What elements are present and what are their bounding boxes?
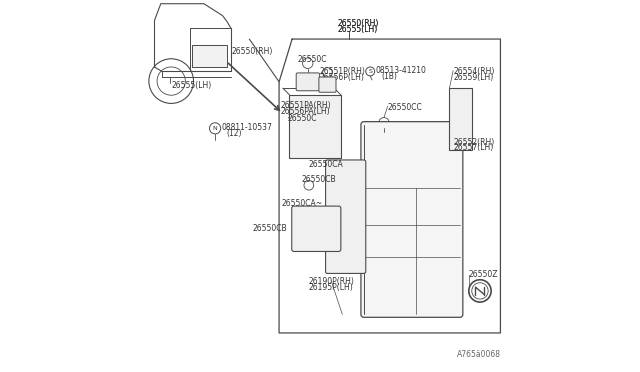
Text: 26195P(LH): 26195P(LH) <box>308 283 353 292</box>
Text: 08811-10537: 08811-10537 <box>221 123 272 132</box>
Text: 26550CA: 26550CA <box>308 160 343 169</box>
Text: (1B): (1B) <box>381 72 397 81</box>
Text: 26556PA(LH): 26556PA(LH) <box>280 107 330 116</box>
Text: 08513-41210: 08513-41210 <box>376 66 427 75</box>
Text: 26550C: 26550C <box>298 55 327 64</box>
Text: 26550CC: 26550CC <box>388 103 422 112</box>
Text: S: S <box>369 69 372 74</box>
FancyBboxPatch shape <box>326 160 365 273</box>
Text: (12): (12) <box>227 129 242 138</box>
Text: N: N <box>213 126 218 131</box>
Text: 26550CB: 26550CB <box>301 175 336 184</box>
Bar <box>289 95 341 158</box>
FancyBboxPatch shape <box>296 73 319 91</box>
Text: 26550Z: 26550Z <box>468 270 499 279</box>
Text: 26550(RH): 26550(RH) <box>232 47 273 56</box>
Bar <box>449 88 472 150</box>
Text: 26552(RH): 26552(RH) <box>453 138 495 147</box>
Text: 26556P(LH): 26556P(LH) <box>319 73 364 81</box>
FancyBboxPatch shape <box>319 77 336 92</box>
Text: 26557(LH): 26557(LH) <box>453 143 493 152</box>
Text: 26551PA(RH): 26551PA(RH) <box>280 101 331 110</box>
Text: 26550CB: 26550CB <box>252 224 287 233</box>
Text: 26190P(RH): 26190P(RH) <box>308 277 354 286</box>
Bar <box>191 45 227 67</box>
Text: 26554(RH): 26554(RH) <box>453 67 495 76</box>
Text: 26550CA~: 26550CA~ <box>282 199 323 208</box>
Text: 26550(RH): 26550(RH) <box>338 19 380 28</box>
Text: 26555(LH): 26555(LH) <box>338 25 378 33</box>
Text: 26555(LH): 26555(LH) <box>338 25 378 33</box>
Text: 26559(LH): 26559(LH) <box>453 73 493 81</box>
Text: 26550C: 26550C <box>287 114 317 123</box>
FancyBboxPatch shape <box>361 122 463 317</box>
Text: A765ä0068: A765ä0068 <box>457 350 501 359</box>
FancyBboxPatch shape <box>292 206 341 251</box>
Text: 26550(RH): 26550(RH) <box>338 19 380 28</box>
Text: 26555(LH): 26555(LH) <box>172 81 211 90</box>
Text: 26551P(RH): 26551P(RH) <box>319 67 365 76</box>
